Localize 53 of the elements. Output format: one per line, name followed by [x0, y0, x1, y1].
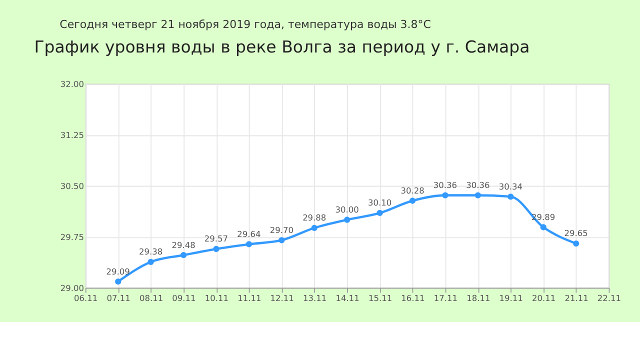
point: [474, 192, 482, 198]
point: [278, 237, 285, 244]
x-tick-label: 14.11: [336, 293, 360, 304]
data-label: 30.28: [400, 185, 424, 196]
point: [115, 278, 122, 285]
x-tick-label: 11.11: [238, 293, 262, 304]
point: [180, 252, 187, 258]
data-label: 30.00: [335, 204, 359, 214]
x-tick-label: 07.11: [106, 293, 130, 304]
x-tick-label: 08.11: [139, 293, 164, 304]
point: [442, 192, 448, 198]
point: [409, 198, 416, 204]
x-tick-label: 06.11: [74, 293, 98, 304]
data-label: 29.09: [106, 266, 130, 276]
point: [376, 210, 383, 216]
data-label: 30.34: [498, 181, 522, 192]
point: [508, 194, 514, 200]
chart-subtitle: Сегодня четверг 21 ноября 2019 года, температура воды 3.8°C: [60, 18, 432, 31]
x-tick-label: 22.11: [597, 293, 622, 304]
point: [572, 240, 580, 247]
y-tick-label: 30.50: [60, 181, 84, 192]
data-label: 29.57: [204, 234, 228, 244]
x-tick-label: 21.11: [564, 293, 588, 304]
point: [344, 216, 350, 223]
point: [246, 241, 252, 248]
point: [213, 246, 220, 252]
data-label: 29.48: [172, 240, 196, 250]
y-tick-label: 31.25: [60, 130, 84, 140]
data-label: 29.38: [139, 246, 163, 257]
data-label: 29.70: [270, 224, 294, 235]
data-label: 29.88: [302, 212, 326, 223]
point: [148, 258, 154, 265]
data-label: 30.10: [368, 198, 392, 208]
data-label: 29.64: [237, 228, 261, 239]
x-tick-label: 09.11: [172, 293, 196, 304]
x-tick-label: 13.11: [303, 293, 327, 304]
y-tick-label: 32.00: [60, 79, 84, 90]
x-tick-label: 10.11: [204, 293, 229, 304]
data-label: 30.36: [466, 180, 490, 190]
point: [540, 224, 546, 230]
x-tick-label: 15.11: [368, 293, 392, 304]
chart-title: График уровня воды в реке Волга за период у г. Самара: [34, 38, 530, 57]
x-tick-label: 19.11: [499, 293, 523, 304]
data-label: 30.36: [433, 180, 458, 190]
x-tick-label: 12.11: [270, 293, 294, 304]
point: [311, 224, 318, 231]
x-tick-label: 20.11: [532, 293, 556, 304]
x-tick-label: 18.11: [466, 293, 490, 304]
y-tick-label: 29.75: [60, 232, 84, 242]
y-tick-label: 29.00: [60, 282, 84, 293]
x-tick-label: 17.11: [434, 293, 458, 304]
data-label: 29.65: [564, 228, 588, 238]
x-tick-label: 16.11: [401, 293, 425, 304]
